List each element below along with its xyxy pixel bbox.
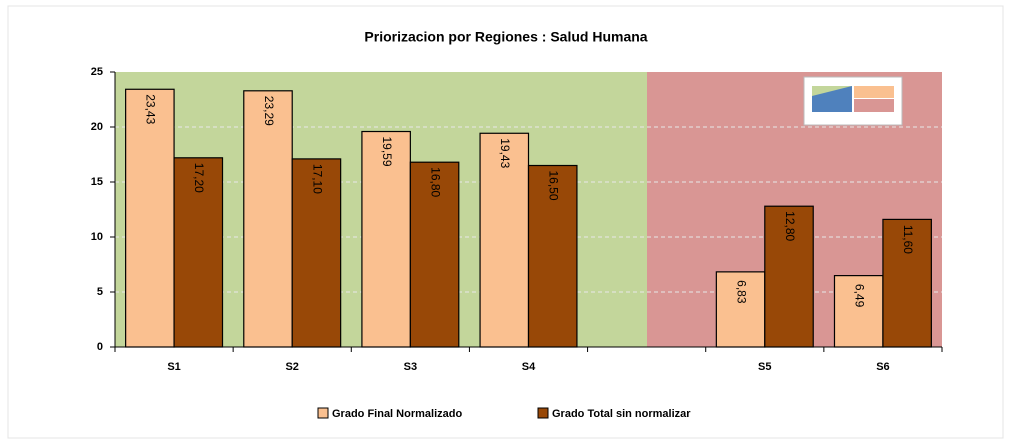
bar bbox=[527, 164, 578, 348]
value-label: 19,59 bbox=[380, 136, 394, 166]
legend-swatch bbox=[537, 407, 549, 419]
x-tick-label: S2 bbox=[285, 361, 298, 373]
bar bbox=[882, 218, 932, 348]
value-label: 11,60 bbox=[901, 225, 915, 254]
chart-title: Priorizacion por Regiones : Salud Humana bbox=[364, 29, 647, 45]
value-label: 16,50 bbox=[547, 170, 561, 200]
inset-thumbnail bbox=[803, 76, 903, 126]
bar bbox=[479, 132, 530, 348]
value-label: 23,29 bbox=[262, 96, 276, 126]
x-tick-label: S6 bbox=[876, 361, 889, 373]
bar bbox=[173, 157, 224, 348]
y-tick-label: 25 bbox=[91, 66, 103, 78]
x-tick-label: S4 bbox=[522, 361, 536, 373]
x-tick-label: S5 bbox=[758, 361, 771, 373]
value-label: 19,43 bbox=[498, 138, 512, 168]
y-tick-label: 20 bbox=[91, 121, 103, 133]
bar bbox=[715, 271, 766, 348]
value-label: 6,83 bbox=[734, 280, 748, 304]
bar bbox=[833, 275, 884, 348]
value-label: 17,10 bbox=[310, 164, 324, 194]
y-tick-label: 10 bbox=[91, 231, 103, 243]
legend-label: Grado Final Normalizado bbox=[332, 408, 462, 420]
bar bbox=[243, 90, 293, 348]
x-tick-label: S3 bbox=[404, 361, 417, 373]
bar bbox=[291, 158, 342, 348]
bar bbox=[125, 88, 175, 348]
value-label: 16,80 bbox=[428, 167, 442, 197]
x-tick-label: S1 bbox=[167, 361, 180, 373]
value-label: 23,43 bbox=[144, 94, 158, 124]
y-tick-label: 0 bbox=[97, 341, 103, 353]
bar bbox=[764, 205, 814, 348]
legend-swatch bbox=[317, 407, 329, 419]
bar bbox=[409, 161, 460, 348]
y-tick-label: 15 bbox=[91, 176, 103, 188]
value-label: 17,20 bbox=[192, 163, 206, 193]
y-tick-label: 5 bbox=[97, 286, 103, 298]
value-label: 6,49 bbox=[853, 284, 867, 308]
legend-label: Grado Total sin normalizar bbox=[552, 408, 691, 420]
bar bbox=[361, 130, 411, 348]
value-label: 12,80 bbox=[783, 211, 797, 241]
